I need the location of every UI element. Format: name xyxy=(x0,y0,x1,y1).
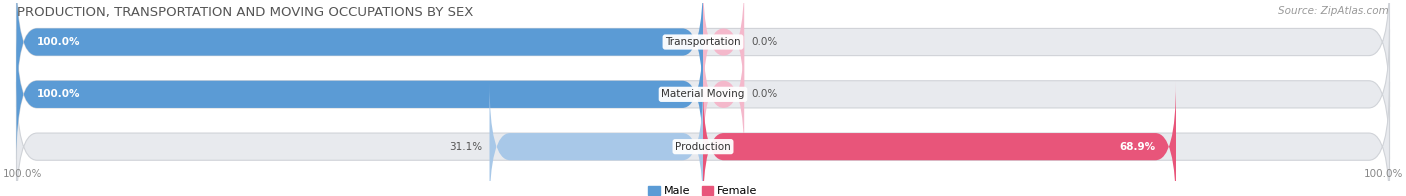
FancyBboxPatch shape xyxy=(17,0,1389,107)
Text: 0.0%: 0.0% xyxy=(751,37,778,47)
Text: 68.9%: 68.9% xyxy=(1119,142,1156,152)
FancyBboxPatch shape xyxy=(17,29,1389,159)
Text: 100.0%: 100.0% xyxy=(37,37,80,47)
Legend: Male, Female: Male, Female xyxy=(648,186,758,196)
FancyBboxPatch shape xyxy=(17,29,703,159)
Text: PRODUCTION, TRANSPORTATION AND MOVING OCCUPATIONS BY SEX: PRODUCTION, TRANSPORTATION AND MOVING OC… xyxy=(17,6,474,19)
Text: Production: Production xyxy=(675,142,731,152)
Text: Source: ZipAtlas.com: Source: ZipAtlas.com xyxy=(1278,6,1389,16)
Text: Transportation: Transportation xyxy=(665,37,741,47)
Text: 100.0%: 100.0% xyxy=(1364,169,1403,179)
Text: 31.1%: 31.1% xyxy=(450,142,482,152)
Text: Material Moving: Material Moving xyxy=(661,89,745,99)
FancyBboxPatch shape xyxy=(489,82,703,196)
Text: 100.0%: 100.0% xyxy=(3,169,42,179)
Text: 100.0%: 100.0% xyxy=(37,89,80,99)
Text: 0.0%: 0.0% xyxy=(751,89,778,99)
FancyBboxPatch shape xyxy=(703,0,744,107)
FancyBboxPatch shape xyxy=(703,82,1175,196)
FancyBboxPatch shape xyxy=(17,82,1389,196)
FancyBboxPatch shape xyxy=(703,29,744,159)
FancyBboxPatch shape xyxy=(17,0,703,107)
